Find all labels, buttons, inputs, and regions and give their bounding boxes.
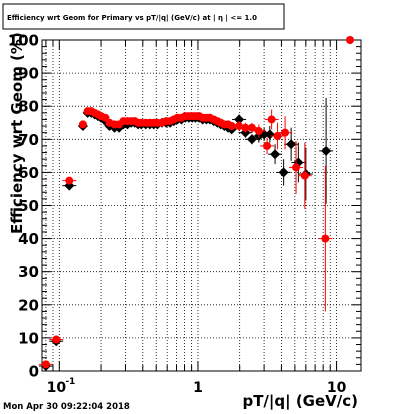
x-tick-label: 10 [327,380,347,396]
x-tick-label-text: 10 [327,380,347,396]
data-point [263,141,272,150]
data-point [273,131,282,140]
y-tick-label: 60 [18,164,39,182]
grid-lines [42,40,361,371]
y-tick-label: 0 [29,363,39,381]
data-point [300,171,309,180]
y-axis-title: Efficiency wrt Geom (%) [8,32,26,234]
x-tick-label: 10 -1 [47,377,76,396]
y-tick-label: 100 [8,32,39,50]
data-point [52,335,61,344]
data-point [267,115,276,124]
y-tick-label: 80 [18,98,39,116]
data-point [246,134,257,145]
series-red-circles [38,36,355,369]
y-tick-label: 50 [18,197,39,215]
data-point [41,360,50,369]
data-point [278,167,289,178]
y-tick-label: 70 [18,131,39,149]
x-tick-label-base: 10 [47,380,67,396]
axis-ticks [42,39,361,372]
data-point [292,163,301,172]
data-point [286,139,297,150]
data-point [65,176,74,185]
data-point [234,114,245,125]
y-tick-label: 20 [18,296,39,314]
data-point [321,234,330,243]
data-point [321,145,332,156]
data-point [247,123,256,132]
data-point [254,127,263,136]
x-tick-label-text: 1 [193,380,203,396]
data-point [78,120,87,129]
y-tick-label: 40 [18,230,39,248]
x-tick-label: 1 [193,380,203,396]
timestamp-footer: Mon Apr 30 09:22:04 2018 [3,402,130,412]
data-point [270,149,281,160]
x-axis-title: pT/|q| (GeV/c) [242,392,358,411]
y-tick-label: 30 [18,263,39,281]
chart-title: Efficiency wrt Geom for Primary vs pT/|q… [7,14,257,23]
data-point [264,129,275,140]
x-tick-label-exponent: -1 [65,377,75,387]
y-tick-label: 90 [18,65,39,83]
y-tick-labels: 0 10 20 30 40 50 60 70 80 90 100 [8,32,39,381]
data-point [227,122,236,131]
y-tick-label: 10 [18,329,39,347]
data-point [281,128,290,137]
x-tick-labels: 10 -1 1 10 [47,377,347,396]
data-points [38,36,355,372]
data-point [346,36,355,44]
title-box [2,3,285,30]
